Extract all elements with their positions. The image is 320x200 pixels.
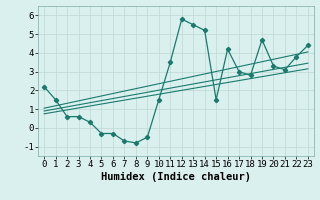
X-axis label: Humidex (Indice chaleur): Humidex (Indice chaleur) — [101, 172, 251, 182]
